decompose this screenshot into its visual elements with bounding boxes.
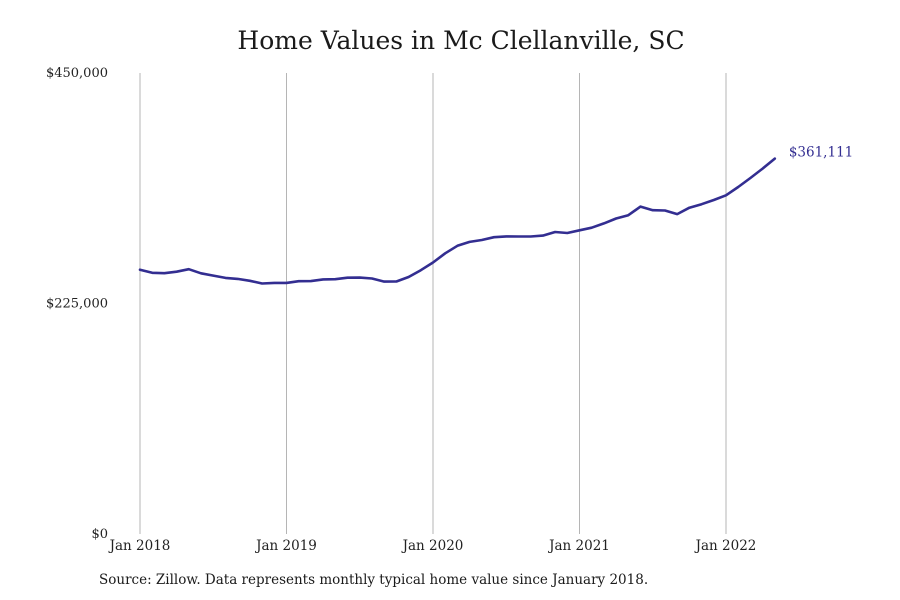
y-axis-ticks: $0 $225,000 $450,000 (46, 66, 108, 542)
source-note: Source: Zillow. Data represents monthly … (99, 572, 649, 588)
x-tick-label: Jan 2019 (254, 538, 317, 554)
data-labels: $361,111 (789, 145, 853, 161)
x-gridlines (139, 73, 727, 534)
y-tick-label: $450,000 (46, 66, 108, 81)
chart-title: Home Values in Mc Clellanville, SC (237, 26, 685, 55)
y-tick-label: $225,000 (46, 297, 108, 312)
end-value-label: $361,111 (789, 145, 853, 161)
x-tick-label: Jan 2020 (401, 538, 464, 554)
x-tick-label: Jan 2022 (694, 538, 757, 554)
x-axis-ticks: Jan 2018 Jan 2019 Jan 2020 Jan 2021 Jan 2022 (108, 538, 757, 554)
series-layer (138, 157, 777, 285)
y-tick-label: $0 (91, 527, 108, 542)
x-tick-label: Jan 2021 (547, 538, 610, 554)
x-tick-label: Jan 2018 (108, 538, 171, 554)
series-line (138, 157, 777, 285)
